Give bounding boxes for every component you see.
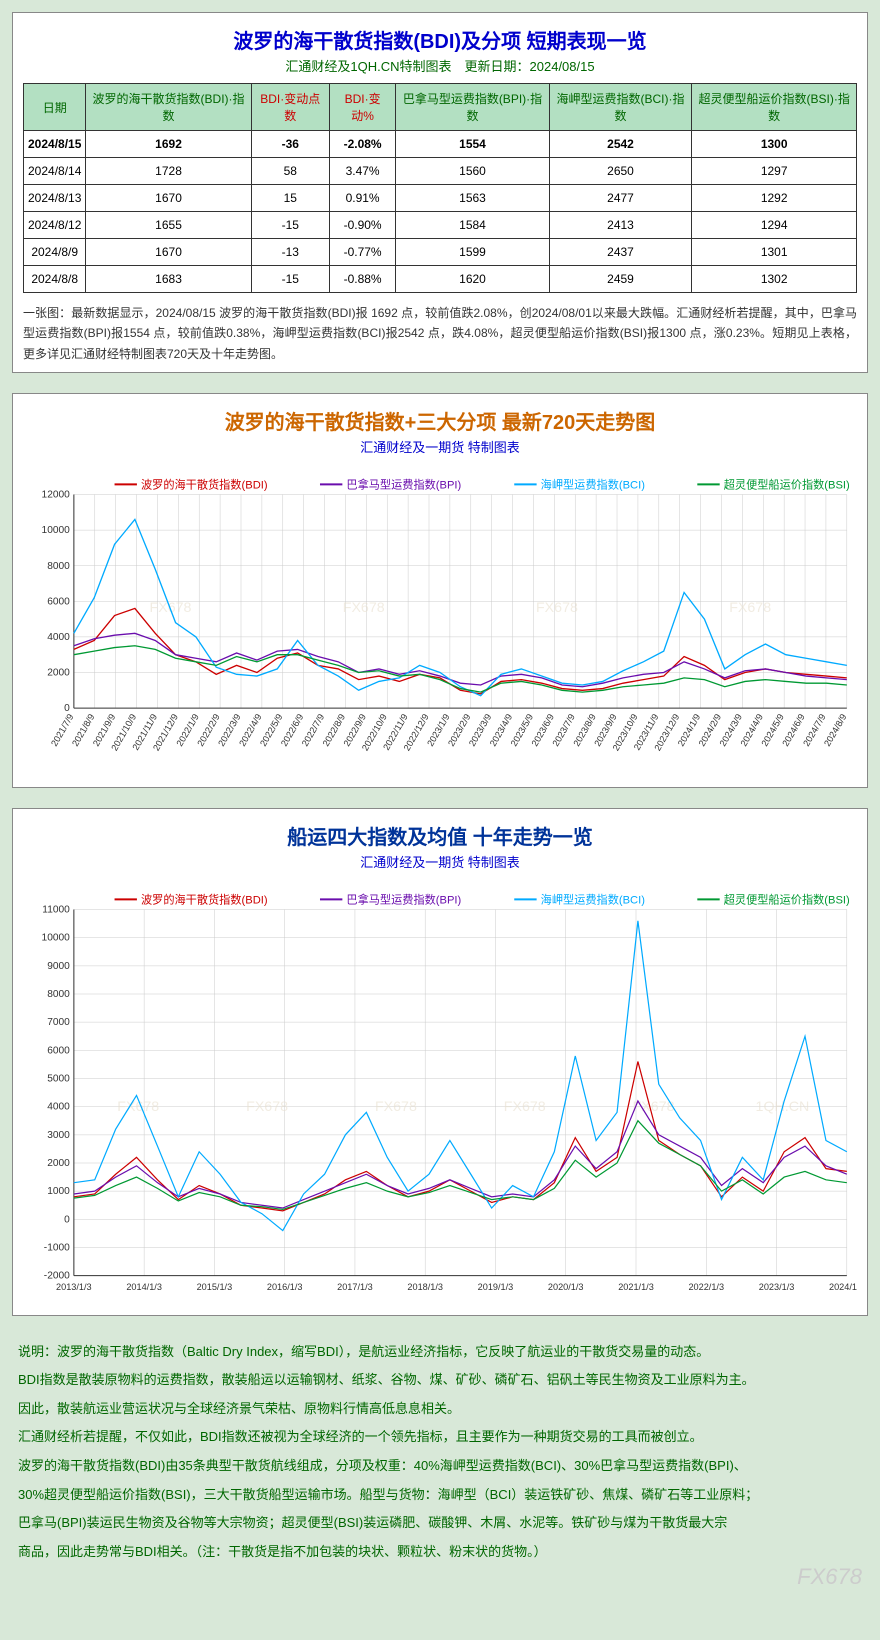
table-header: BDI·变动%	[329, 84, 395, 131]
chart720-subtitle: 汇通财经及一期货 特制图表	[23, 437, 857, 456]
chart-720-panel: 波罗的海干散货指数+三大分项 最新720天走势图 汇通财经及一期货 特制图表 0…	[12, 393, 868, 788]
chart10y-title: 船运四大指数及均值 十年走势一览	[23, 821, 857, 850]
table-note: 一张图：最新数据显示，2024/08/15 波罗的海干散货指数(BDI)报 16…	[23, 303, 857, 364]
chart10y-subtitle: 汇通财经及一期货 特制图表	[23, 852, 857, 871]
svg-text:5000: 5000	[47, 1074, 70, 1085]
table-row: 2024/8/91670-13-0.77%159924371301	[24, 239, 857, 266]
desc-line: 波罗的海干散货指数(BDI)由35条典型干散货航线组成，分项及权重：40%海岬型…	[18, 1452, 862, 1481]
svg-text:2018/1/3: 2018/1/3	[407, 1282, 443, 1292]
desc-line: 巴拿马(BPI)装运民生物资及谷物等大宗物资；超灵便型(BSI)装运磷肥、碳酸钾…	[18, 1509, 862, 1538]
svg-text:4000: 4000	[47, 632, 70, 643]
svg-text:3000: 3000	[47, 1130, 70, 1141]
table-header: 海岬型运费指数(BCI)·指数	[549, 84, 692, 131]
chart-10y-svg: -2000 -1000 0 1000 2000 3000 4000 5000 6000 7000 8…	[23, 879, 857, 1306]
table-row: 2024/8/121655-15-0.90%158424131294	[24, 212, 857, 239]
desc-line: 30%超灵便型船运价指数(BSI)，三大干散货船型运输市场。船型与货物：海岬型（…	[18, 1481, 862, 1510]
table-header: BDI·变动点数	[251, 84, 329, 131]
svg-text:FX678: FX678	[729, 600, 771, 616]
svg-text:巴拿马型运费指数(BPI): 巴拿马型运费指数(BPI)	[346, 893, 461, 907]
svg-text:FX678: FX678	[536, 600, 578, 616]
svg-text:-2000: -2000	[44, 1271, 70, 1282]
svg-text:2022/1/3: 2022/1/3	[688, 1282, 724, 1292]
desc-line: 说明：波罗的海干散货指数（Baltic Dry Index，缩写BDI），是航运…	[18, 1338, 862, 1367]
svg-text:FX678: FX678	[504, 1099, 546, 1115]
corner-watermark: FX678	[12, 1564, 868, 1590]
svg-text:FX678: FX678	[343, 600, 385, 616]
svg-text:9000: 9000	[47, 961, 70, 972]
svg-text:8000: 8000	[47, 561, 70, 572]
table-header: 超灵便型船运价指数(BSI)·指数	[692, 84, 857, 131]
chart720-title: 波罗的海干散货指数+三大分项 最新720天走势图	[23, 406, 857, 435]
table-row: 2024/8/141728583.47%156026501297	[24, 158, 857, 185]
svg-text:2017/1/3: 2017/1/3	[337, 1282, 373, 1292]
svg-text:10000: 10000	[42, 525, 71, 536]
svg-text:12000: 12000	[42, 490, 71, 501]
svg-text:海岬型运费指数(BCI): 海岬型运费指数(BCI)	[541, 893, 646, 907]
svg-text:4000: 4000	[47, 1102, 70, 1113]
desc-line: BDI指数是散装原物料的运费指数，散装船运以运输钢材、纸浆、谷物、煤、矿砂、磷矿…	[18, 1366, 862, 1395]
table-row: 2024/8/151692-36-2.08%155425421300	[24, 131, 857, 158]
table-header: 日期	[24, 84, 86, 131]
svg-text:2020/1/3: 2020/1/3	[548, 1282, 584, 1292]
svg-text:1000: 1000	[47, 1187, 70, 1198]
svg-text:超灵便型船运价指数(BSI): 超灵便型船运价指数(BSI)	[724, 893, 850, 907]
svg-text:2024/1/3: 2024/1/3	[829, 1282, 857, 1292]
chart-10y-panel: 船运四大指数及均值 十年走势一览 汇通财经及一期货 特制图表 -2000 -100…	[12, 808, 868, 1315]
desc-line: 因此，散装航运业营运状况与全球经济景气荣枯、原物料行情高低息息相关。	[18, 1395, 862, 1424]
table-panel: 波罗的海干散货指数(BDI)及分项 短期表现一览 汇通财经及1QH.CN特制图表…	[12, 12, 868, 373]
svg-text:10000: 10000	[42, 933, 71, 944]
svg-text:波罗的海干散货指数(BDI): 波罗的海干散货指数(BDI)	[141, 893, 268, 907]
svg-text:0: 0	[64, 1215, 70, 1226]
description-block: 说明：波罗的海干散货指数（Baltic Dry Index，缩写BDI），是航运…	[12, 1336, 868, 1569]
svg-text:2000: 2000	[47, 1158, 70, 1169]
svg-text:6000: 6000	[47, 597, 70, 608]
svg-text:2015/1/3: 2015/1/3	[197, 1282, 233, 1292]
svg-text:2021/1/3: 2021/1/3	[618, 1282, 654, 1292]
table-header: 波罗的海干散货指数(BDI)·指数	[86, 84, 251, 131]
bdi-table: 日期波罗的海干散货指数(BDI)·指数BDI·变动点数BDI·变动%巴拿马型运费…	[23, 83, 857, 293]
svg-text:FX678: FX678	[633, 1099, 675, 1115]
svg-text:海岬型运费指数(BCI): 海岬型运费指数(BCI)	[541, 478, 646, 492]
svg-text:2013/1/3: 2013/1/3	[56, 1282, 92, 1292]
svg-text:2014/1/3: 2014/1/3	[126, 1282, 162, 1292]
table-header: 巴拿马型运费指数(BPI)·指数	[396, 84, 549, 131]
svg-text:2019/1/3: 2019/1/3	[478, 1282, 514, 1292]
svg-text:6000: 6000	[47, 1046, 70, 1057]
svg-text:7000: 7000	[47, 1018, 70, 1029]
table-row: 2024/8/131670150.91%156324771292	[24, 185, 857, 212]
svg-text:2016/1/3: 2016/1/3	[267, 1282, 303, 1292]
svg-text:FX678: FX678	[246, 1099, 288, 1115]
desc-line: 商品，因此走势常与BDI相关。（注：干散货是指不加包装的块状、颗粒状、粉末状的货…	[18, 1538, 862, 1567]
svg-text:2000: 2000	[47, 668, 70, 679]
svg-text:2023/1/3: 2023/1/3	[759, 1282, 795, 1292]
chart-720-svg: 0200040006000800010000120002021/7/92021/…	[23, 464, 857, 779]
svg-text:波罗的海干散货指数(BDI): 波罗的海干散货指数(BDI)	[141, 478, 268, 492]
svg-text:巴拿马型运费指数(BPI): 巴拿马型运费指数(BPI)	[346, 478, 461, 492]
table-row: 2024/8/81683-15-0.88%162024591302	[24, 266, 857, 293]
desc-line: 汇通财经析若提醒，不仅如此，BDI指数还被视为全球经济的一个领先指标，且主要作为…	[18, 1423, 862, 1452]
svg-text:8000: 8000	[47, 990, 70, 1001]
svg-text:超灵便型船运价指数(BSI): 超灵便型船运价指数(BSI)	[724, 478, 850, 492]
svg-text:-1000: -1000	[44, 1243, 70, 1254]
svg-text:FX678: FX678	[375, 1099, 417, 1115]
svg-text:11000: 11000	[42, 905, 70, 916]
table-title: 波罗的海干散货指数(BDI)及分项 短期表现一览	[23, 25, 857, 54]
table-subtitle: 汇通财经及1QH.CN特制图表 更新日期：2024/08/15	[23, 56, 857, 75]
